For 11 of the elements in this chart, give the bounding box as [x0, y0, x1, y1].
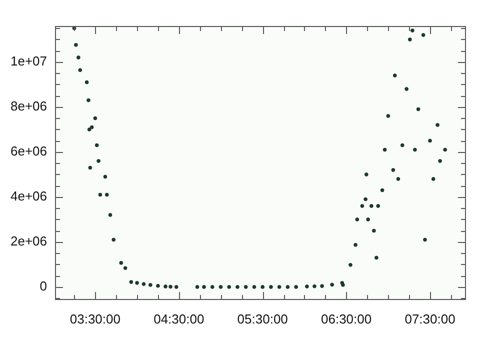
x-tick-label: 04:30:00	[154, 311, 204, 326]
x-tick-label: 06:30:00	[320, 311, 372, 326]
x-tick-label: 03:30:00	[70, 311, 120, 326]
x-tick-label: 07:30:00	[404, 311, 456, 326]
x-tick-label: 05:30:00	[237, 311, 288, 326]
y-tick-label: 8e+06	[10, 98, 47, 114]
y-tick-label: 1e+07	[10, 54, 47, 69]
y-tick-label: 0	[40, 278, 47, 294]
y-tick-label: 2e+06	[10, 234, 47, 249]
y-tick-label: 4e+06	[10, 188, 47, 204]
y-tick-label: 6e+06	[10, 144, 47, 159]
